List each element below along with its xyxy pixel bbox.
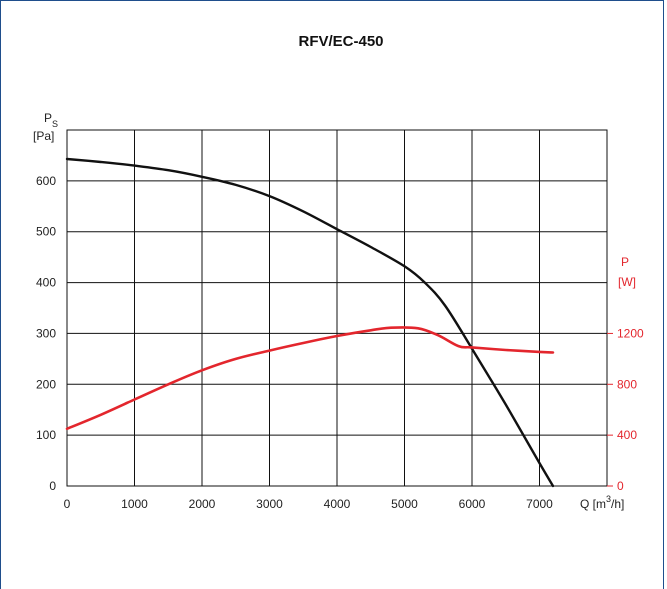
y-right-axis-ticks: 0 400 800 1200 xyxy=(607,326,644,493)
y-left-axis-ticks: 0 100 200 300 400 500 600 xyxy=(36,174,56,493)
x-tick-label: 5000 xyxy=(391,497,418,511)
y-left-tick-label: 0 xyxy=(49,479,56,493)
y-right-tick-label: 800 xyxy=(617,377,637,391)
series-line-pressure xyxy=(65,157,555,488)
x-tick-label: 7000 xyxy=(526,497,553,511)
y-left-label-main: PS xyxy=(44,111,58,129)
x-tick-label: 0 xyxy=(64,497,71,511)
y-right-label-unit: [W] xyxy=(618,275,636,289)
grid xyxy=(66,129,608,487)
x-tick-label: 1000 xyxy=(121,497,148,511)
y-left-tick-label: 500 xyxy=(36,225,56,239)
y-left-tick-label: 600 xyxy=(36,174,56,188)
y-right-tick-label: 1200 xyxy=(617,326,644,340)
x-axis-label: Q [m3/h] xyxy=(580,494,624,511)
y-left-tick-label: 400 xyxy=(36,276,56,290)
x-tick-label: 6000 xyxy=(459,497,486,511)
y-right-tick-label: 400 xyxy=(617,428,637,442)
y-left-tick-label: 100 xyxy=(36,428,56,442)
y-right-label-main: P xyxy=(621,255,629,269)
y-left-label-unit: [Pa] xyxy=(33,129,54,143)
y-left-label-sub: S xyxy=(52,119,58,129)
series-line-power xyxy=(65,326,555,431)
x-tick-label: 2000 xyxy=(189,497,216,511)
x-axis-ticks: 0 1000 2000 3000 4000 5000 6000 7000 xyxy=(64,497,554,511)
y-right-tick-label: 0 xyxy=(617,479,624,493)
y-left-tick-label: 200 xyxy=(36,377,56,391)
x-tick-label: 3000 xyxy=(256,497,283,511)
x-tick-label: 4000 xyxy=(324,497,351,511)
y-left-tick-label: 300 xyxy=(36,326,56,340)
series xyxy=(65,157,555,488)
chart-title: RFV/EC-450 xyxy=(298,33,383,50)
